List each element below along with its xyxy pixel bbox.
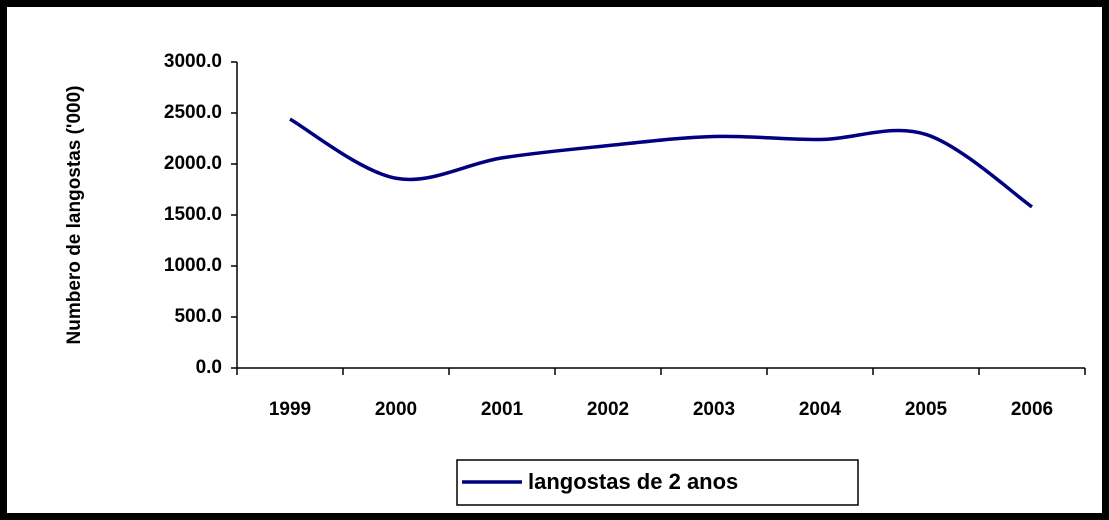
x-tick-label: 1999 xyxy=(269,399,311,420)
x-tick-label: 2002 xyxy=(587,399,629,420)
legend-label: langostas de 2 anos xyxy=(528,469,738,494)
data-line xyxy=(289,117,1033,209)
y-tick-label: 2500.0 xyxy=(164,102,222,123)
y-tick-label: 500.0 xyxy=(174,306,222,327)
x-tick-label: 2003 xyxy=(693,399,735,420)
x-tick-label: 2004 xyxy=(799,399,842,420)
y-axis-title: Numbero de langostas ('000) xyxy=(64,86,85,345)
y-tick-label: 1500.0 xyxy=(164,204,222,225)
x-tick-label: 2001 xyxy=(481,399,524,420)
x-tick-label: 2005 xyxy=(905,399,948,420)
x-tick-label: 2000 xyxy=(375,399,417,420)
y-tick-label: 1000.0 xyxy=(164,255,222,276)
y-tick-label: 3000.0 xyxy=(164,51,222,72)
y-tick-label: 2000.0 xyxy=(164,153,222,174)
y-tick-label: 0.0 xyxy=(196,357,222,378)
legend-box xyxy=(456,459,859,506)
x-tick-label: 2006 xyxy=(1011,399,1053,420)
